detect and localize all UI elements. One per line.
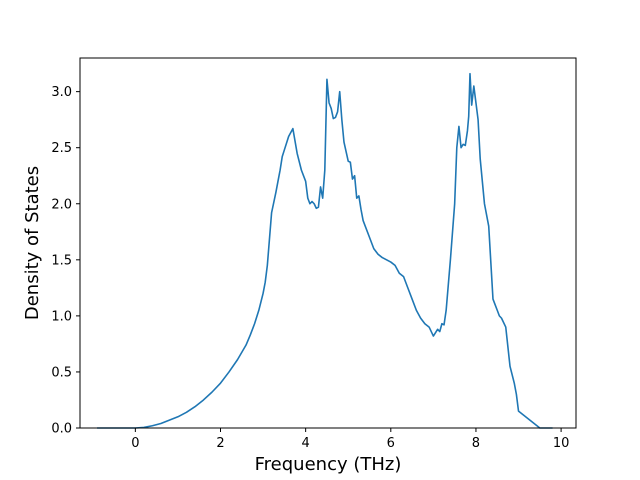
x-axis-ticks: 0 2 4 6 8 10	[131, 428, 569, 451]
dos-series-line	[97, 72, 553, 429]
plot-area	[97, 72, 553, 429]
x-tick-label: 8	[472, 436, 480, 451]
x-tick-label: 10	[553, 436, 570, 451]
y-tick-label: 2.0	[51, 197, 72, 212]
y-axis-ticks: 0.0 0.5 1.0 1.5 2.0 2.5 3.0	[51, 85, 80, 437]
x-tick-label: 4	[302, 436, 310, 451]
x-tick-label: 6	[387, 436, 395, 451]
y-tick-label: 0.5	[51, 365, 72, 380]
x-axis-label: Frequency (THz)	[255, 454, 402, 475]
x-tick-label: 2	[216, 436, 224, 451]
y-tick-label: 3.0	[51, 85, 72, 100]
y-tick-label: 2.5	[51, 141, 72, 156]
y-tick-label: 1.5	[51, 253, 72, 268]
y-tick-label: 1.0	[51, 309, 72, 324]
x-tick-label: 0	[131, 436, 139, 451]
y-axis-label: Density of States	[22, 166, 43, 320]
axes-frame	[79, 57, 577, 429]
y-tick-label: 0.0	[51, 422, 72, 437]
